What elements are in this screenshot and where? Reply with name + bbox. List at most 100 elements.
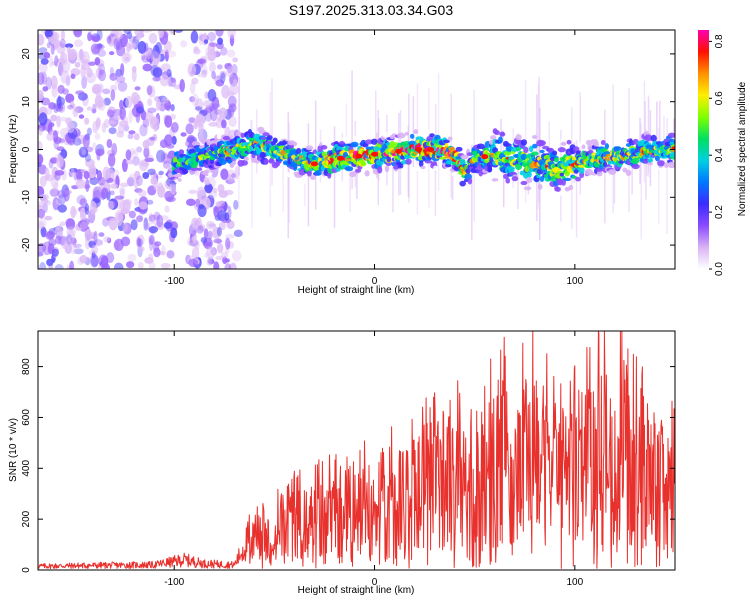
- spectrogram-noise-cell: [233, 229, 243, 238]
- spectrogram-signal-cell: [370, 138, 378, 145]
- spectrogram-noise-cell: [161, 244, 166, 256]
- spectrogram-noise-cell: [79, 221, 88, 230]
- spectrogram-noise-cell: [188, 258, 198, 268]
- colorbar-label: Normalized spectral amplitude: [737, 81, 748, 216]
- spectrogram-noise-cell: [84, 153, 91, 162]
- spectrogram-noise-cell: [141, 55, 151, 63]
- spectrogram-noise-cell: [209, 61, 216, 73]
- spectrogram-noise-cell: [164, 134, 173, 147]
- spectrogram-noise-cell: [159, 74, 170, 87]
- spectrogram-signal-cell: [507, 166, 516, 171]
- spectrogram-noise-cell: [117, 81, 128, 92]
- spectrogram-noise-cell: [233, 199, 239, 210]
- spectrogram-noise-cell: [39, 193, 49, 201]
- spectrogram-noise-cell: [60, 30, 66, 41]
- spectrogram-signal-cell: [177, 178, 182, 182]
- spectrogram-signal-cell: [520, 180, 528, 186]
- spectrogram-noise-cell: [50, 75, 58, 90]
- spectrogram-signal-cell: [604, 143, 609, 150]
- spectrogram-noise-cell: [59, 116, 68, 122]
- spectrogram-noise-cell: [126, 31, 133, 40]
- snr-plot-area: [38, 331, 675, 570]
- spectrogram-peak-cell: [415, 147, 423, 152]
- spectrogram-noise-cell: [191, 77, 199, 85]
- spectrogram-noise-cell: [72, 107, 79, 118]
- spectrogram-noise-cell: [38, 33, 45, 46]
- spectrogram-noise-cell: [129, 150, 139, 159]
- spectrogram-noise-cell: [38, 218, 47, 229]
- spectrogram-noise-cell: [60, 61, 65, 74]
- spectrogram-noise-cell: [167, 78, 172, 87]
- spectrogram-signal-cell: [393, 165, 399, 170]
- spectrogram-signal-cell: [429, 133, 435, 138]
- spectrogram-y-tick-label: 10: [21, 96, 32, 108]
- spectrogram-noise-cell: [43, 199, 49, 204]
- spectrogram-signal-cell: [491, 178, 499, 182]
- colorbar-tick-label: 0.8: [714, 34, 725, 48]
- spectrogram-noise-cell: [108, 120, 116, 125]
- spectrogram-noise-cell: [136, 215, 144, 223]
- spectrogram-signal-cell: [494, 180, 500, 186]
- spectrogram-noise-cell: [153, 247, 161, 258]
- spectrogram-signal-cell: [539, 149, 545, 154]
- spectrogram-noise-cell: [144, 157, 155, 163]
- spectrogram-noise-cell: [228, 103, 237, 113]
- spectrogram-signal-cell: [269, 157, 275, 163]
- spectrogram-noise-cell: [70, 167, 75, 178]
- snr-x-axis-label: Height of straight line (km): [298, 585, 415, 596]
- spectrogram-noise-cell: [63, 238, 73, 251]
- spectrogram-signal-cell: [538, 140, 546, 146]
- snr-x-tick-label: 0: [372, 577, 378, 588]
- spectrogram-noise-cell: [110, 84, 118, 92]
- spectrogram-noise-cell: [204, 183, 213, 194]
- spectrogram-noise-cell: [46, 132, 54, 142]
- spectrogram-noise-cell: [194, 98, 204, 113]
- spectrogram-noise-cell: [147, 98, 153, 107]
- spectrogram-noise-cell: [217, 183, 225, 194]
- spectrogram-noise-cell: [205, 220, 215, 230]
- spectrogram-noise-cell: [146, 199, 154, 205]
- spectrogram-noise-cell: [38, 72, 45, 85]
- spectrogram-noise-cell: [129, 173, 135, 180]
- spectrogram-noise-cell: [132, 156, 140, 166]
- spectrogram-noise-cell: [142, 30, 152, 33]
- spectrogram-streak: [643, 80, 646, 183]
- spectrogram-noise-layer: [38, 30, 675, 269]
- spectrogram-signal-cell: [292, 141, 298, 147]
- spectrogram-noise-cell: [150, 51, 161, 65]
- spectrogram-noise-cell: [212, 226, 221, 239]
- spectrogram-noise-cell: [189, 81, 196, 95]
- spectrogram-streak: [282, 143, 284, 213]
- spectrogram-noise-cell: [63, 187, 70, 202]
- spectrogram-signal-cell: [530, 151, 539, 156]
- spectrogram-signal-cell: [314, 169, 322, 176]
- spectrogram-noise-cell: [217, 117, 223, 122]
- spectrogram-noise-cell: [134, 30, 145, 38]
- spectrogram-noise-cell: [72, 137, 82, 146]
- spectrogram-noise-cell: [151, 60, 158, 66]
- spectrogram-noise-cell: [91, 251, 96, 259]
- spectrogram-x-tick-label: -100: [164, 276, 184, 287]
- spectrogram-noise-cell: [134, 86, 141, 91]
- spectrogram-noise-cell: [77, 220, 84, 228]
- spectrogram-signal-cell: [222, 135, 231, 141]
- spectrogram-noise-cell: [122, 222, 132, 235]
- spectrogram-noise-cell: [218, 221, 226, 231]
- spectrogram-noise-cell: [54, 263, 64, 269]
- spectrogram-noise-cell: [110, 89, 116, 101]
- spectrogram-noise-cell: [119, 106, 126, 121]
- spectrogram-signal-cell: [206, 138, 211, 146]
- spectrogram-signal-cell: [310, 175, 316, 180]
- spectrogram-noise-cell: [164, 49, 169, 62]
- spectrogram-noise-cell: [152, 44, 160, 59]
- spectrogram-signal-cell: [613, 146, 622, 152]
- spectrogram-signal-cell: [377, 166, 383, 174]
- spectrogram-noise-cell: [84, 203, 90, 216]
- spectrogram-signal-cell: [467, 177, 473, 185]
- spectrogram-noise-cell: [160, 215, 169, 221]
- spectrogram-noise-cell: [94, 43, 105, 50]
- snr-frame: [37, 330, 676, 571]
- spectrogram-noise-cell: [204, 252, 210, 259]
- spectrogram-noise-cell: [129, 148, 137, 155]
- spectrogram-noise-cell: [74, 39, 83, 48]
